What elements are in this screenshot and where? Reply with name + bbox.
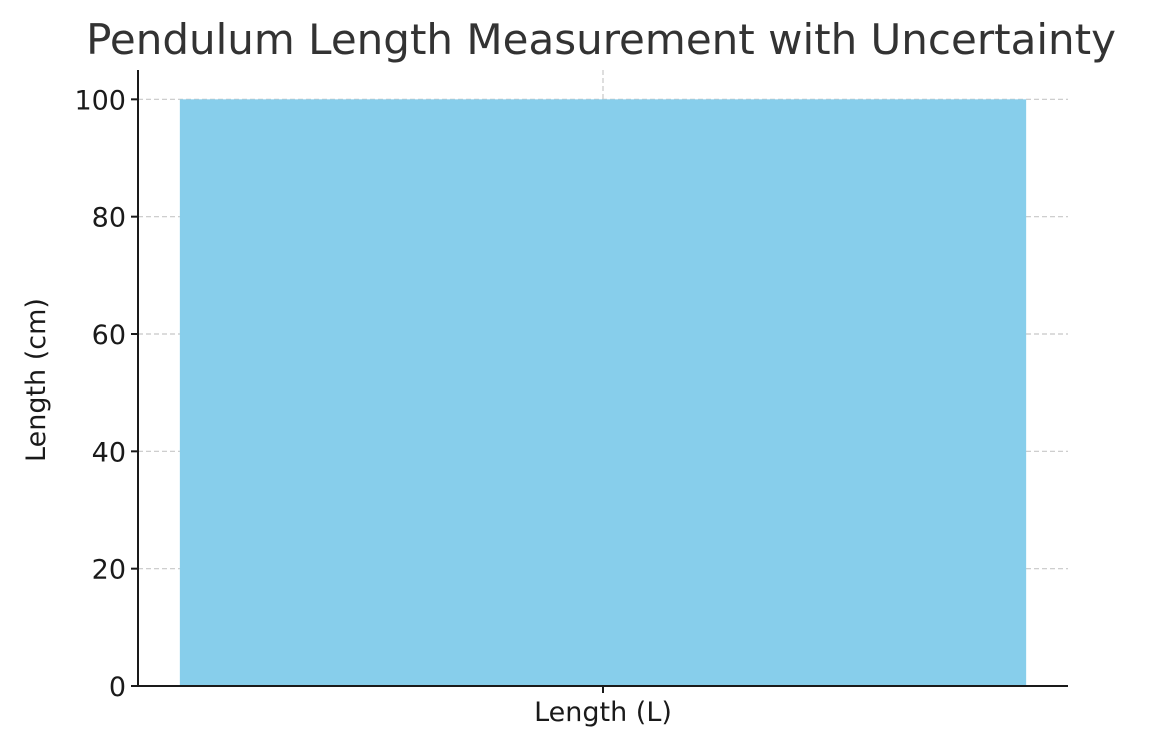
y-tick-label: 60 (92, 320, 126, 351)
y-tick-label: 80 (92, 203, 126, 234)
y-tick-label: 100 (74, 85, 126, 116)
bars-layer (179, 99, 1027, 687)
y-tick-label: 20 (92, 555, 126, 586)
y-ticks: 0 20 40 60 80 100 (74, 85, 138, 703)
chart-title: Pendulum Length Measurement with Uncerta… (86, 15, 1116, 64)
y-axis-label: Length (cm) (21, 298, 52, 462)
bar (179, 99, 1027, 687)
x-tick-label: Length (L) (534, 697, 672, 728)
y-tick-label: 0 (109, 672, 126, 703)
y-tick-label: 40 (92, 437, 126, 468)
x-ticks: Length (L) (534, 686, 672, 728)
